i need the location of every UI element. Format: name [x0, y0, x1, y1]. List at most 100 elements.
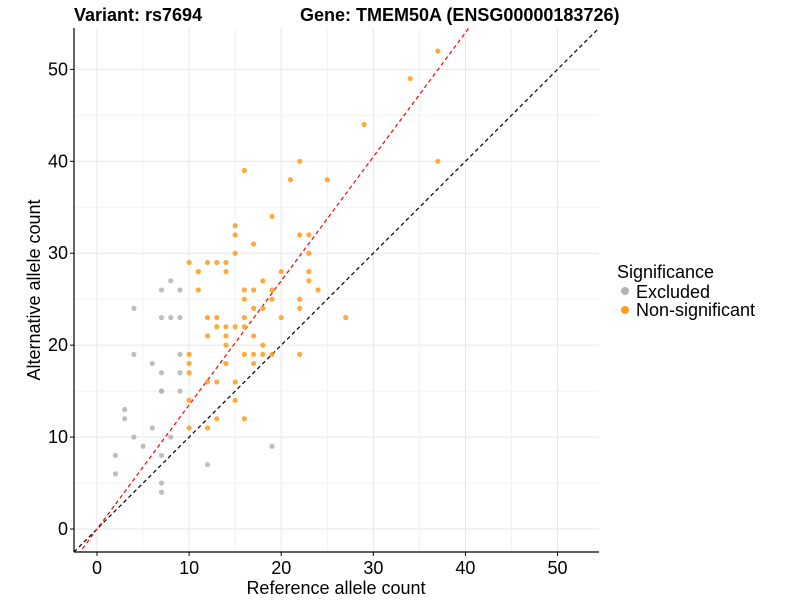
point-excluded	[158, 480, 165, 486]
point-non-significant	[232, 379, 238, 385]
point-non-significant	[269, 296, 275, 302]
point-non-significant	[306, 232, 312, 238]
point-non-significant	[204, 333, 211, 339]
data-points	[112, 48, 441, 495]
point-excluded	[131, 305, 137, 311]
point-non-significant	[186, 259, 192, 266]
point-non-significant	[306, 278, 312, 284]
point-non-significant	[186, 397, 192, 403]
point-excluded	[177, 388, 183, 394]
point-non-significant	[306, 269, 312, 275]
point-non-significant	[223, 333, 229, 339]
point-non-significant	[435, 158, 441, 164]
point-non-significant	[223, 360, 229, 367]
point-excluded	[158, 489, 165, 495]
point-non-significant	[260, 351, 266, 357]
point-excluded	[140, 443, 146, 449]
point-excluded	[158, 452, 165, 459]
point-excluded	[269, 443, 275, 449]
point-non-significant	[232, 232, 238, 238]
x-tick-label: 30	[363, 558, 383, 578]
point-excluded	[158, 388, 165, 394]
point-excluded	[204, 462, 211, 468]
point-non-significant	[297, 351, 303, 357]
point-non-significant	[306, 250, 312, 256]
reference-lines	[74, 28, 599, 552]
legend-title: Significance	[617, 262, 714, 282]
point-non-significant	[195, 269, 201, 275]
point-excluded	[168, 434, 174, 440]
point-non-significant	[214, 314, 220, 321]
chart-title-gene: Gene: TMEM50A (ENSG00000183726)	[300, 5, 619, 25]
point-non-significant	[223, 342, 229, 348]
point-non-significant	[232, 223, 238, 229]
point-non-significant	[269, 287, 275, 293]
point-non-significant	[232, 324, 238, 330]
point-excluded	[177, 314, 183, 321]
point-non-significant	[186, 425, 192, 431]
point-non-significant	[214, 324, 220, 330]
y-axis-label: Alternative allele count	[24, 199, 44, 380]
point-excluded	[158, 370, 165, 376]
point-non-significant	[241, 314, 247, 321]
point-non-significant	[297, 296, 303, 302]
point-non-significant	[251, 351, 257, 357]
point-non-significant	[214, 416, 220, 422]
point-non-significant	[315, 287, 321, 293]
point-non-significant	[251, 241, 257, 247]
point-non-significant	[260, 278, 266, 284]
y-tick-label: 30	[48, 243, 68, 263]
point-excluded	[177, 370, 183, 376]
point-non-significant	[241, 167, 247, 174]
point-non-significant	[251, 360, 257, 367]
y-tick-label: 10	[48, 427, 68, 447]
point-non-significant	[186, 351, 192, 357]
x-tick-label: 10	[179, 558, 199, 578]
point-non-significant	[241, 416, 247, 422]
point-non-significant	[251, 333, 257, 339]
x-ticks: 0 10 20 30 40 50	[92, 552, 568, 578]
point-non-significant	[251, 287, 257, 293]
point-excluded	[112, 452, 119, 459]
legend-swatch-excluded	[621, 287, 629, 295]
legend: Significance Excluded Non-significant	[617, 262, 755, 320]
point-excluded	[149, 360, 155, 367]
y-tick-label: 50	[48, 59, 68, 79]
point-excluded	[177, 351, 183, 357]
point-non-significant	[278, 314, 284, 321]
point-non-significant	[204, 379, 211, 385]
y-ticks: 0 10 20 30 40 50	[48, 59, 74, 539]
x-tick-label: 0	[92, 558, 102, 578]
point-excluded	[149, 425, 155, 431]
x-tick-label: 50	[548, 558, 568, 578]
point-non-significant	[269, 213, 275, 220]
point-non-significant	[214, 259, 220, 266]
x-tick-label: 20	[271, 558, 291, 578]
point-non-significant	[269, 351, 275, 357]
point-non-significant	[278, 269, 284, 275]
point-non-significant	[204, 259, 211, 266]
point-non-significant	[297, 232, 303, 238]
point-non-significant	[232, 397, 238, 403]
point-non-significant	[204, 314, 211, 321]
point-non-significant	[195, 287, 201, 293]
identity-reference-line	[74, 28, 599, 552]
y-tick-label: 40	[48, 151, 68, 171]
point-non-significant	[251, 305, 257, 311]
point-excluded	[177, 287, 183, 293]
legend-swatch-non-significant	[621, 306, 629, 314]
point-non-significant	[343, 314, 349, 321]
y-tick-label: 0	[58, 519, 68, 539]
point-excluded	[168, 314, 174, 321]
point-excluded	[158, 314, 165, 321]
point-excluded	[158, 287, 165, 293]
point-non-significant	[241, 324, 247, 330]
point-non-significant	[186, 370, 192, 376]
point-non-significant	[435, 48, 441, 54]
point-non-significant	[232, 250, 238, 256]
chart-title-variant: Variant: rs7694	[74, 5, 202, 25]
point-excluded	[168, 278, 174, 284]
point-excluded	[122, 406, 128, 413]
point-non-significant	[361, 121, 367, 128]
